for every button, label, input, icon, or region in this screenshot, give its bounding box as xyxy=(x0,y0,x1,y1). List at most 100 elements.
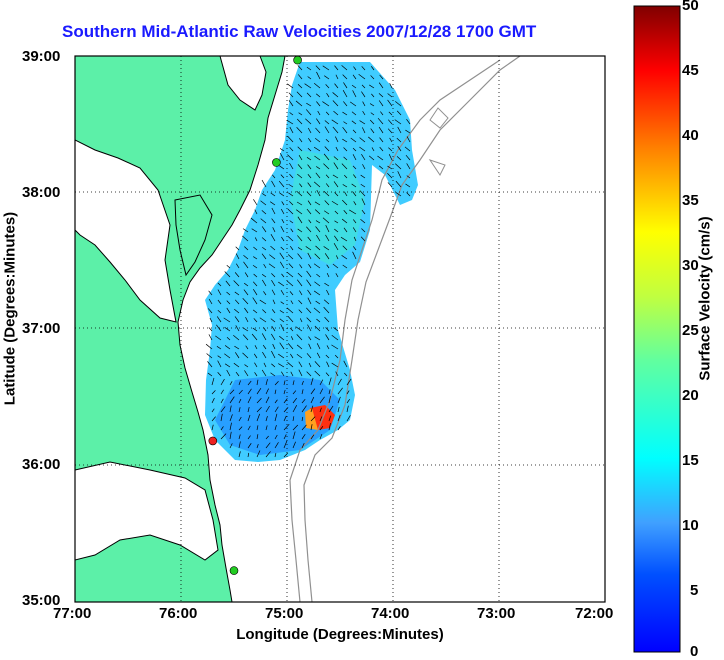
velocity-vector xyxy=(286,120,294,125)
velocity-vector xyxy=(377,155,384,161)
velocity-vector xyxy=(308,263,312,269)
velocity-vector xyxy=(211,408,215,413)
velocity-vector xyxy=(289,173,294,179)
velocity-vector xyxy=(404,146,411,152)
velocity-vector xyxy=(279,342,285,350)
velocity-vector xyxy=(268,263,276,269)
velocity-vector xyxy=(252,264,258,269)
velocity-vector xyxy=(315,127,321,134)
velocity-vector xyxy=(306,317,312,323)
velocity-vector xyxy=(307,127,312,134)
velocity-vector xyxy=(238,434,241,440)
velocity-vector xyxy=(271,218,276,224)
velocity-vector xyxy=(290,353,294,359)
velocity-vector xyxy=(332,92,339,98)
velocity-vector xyxy=(353,201,357,206)
velocity-vector xyxy=(217,310,222,314)
velocity-vector xyxy=(243,261,249,269)
velocity-vector xyxy=(242,334,249,341)
velocity-vector xyxy=(274,381,279,386)
velocity-vector xyxy=(333,110,339,116)
velocity-vector xyxy=(301,380,304,386)
velocity-vector xyxy=(297,228,303,233)
velocity-vector xyxy=(259,299,267,305)
velocity-vector xyxy=(278,353,285,359)
velocity-vector xyxy=(271,207,276,215)
velocity-vector xyxy=(229,396,235,404)
velocity-vector xyxy=(297,84,303,89)
velocity-vector xyxy=(343,101,348,107)
velocity-vector xyxy=(245,317,249,323)
velocity-vector xyxy=(344,191,348,197)
velocity-vector xyxy=(305,109,312,116)
velocity-vector xyxy=(253,318,258,323)
velocity-vector xyxy=(389,83,393,89)
x-tick-label: 72:00 xyxy=(575,605,614,622)
velocity-vector xyxy=(244,307,249,314)
velocity-vector xyxy=(235,263,240,269)
velocity-vector xyxy=(337,414,341,422)
velocity-vector xyxy=(333,327,339,332)
velocity-vector xyxy=(316,189,321,197)
velocity-vector xyxy=(256,413,261,422)
velocity-vector xyxy=(308,343,312,350)
velocity-vector xyxy=(235,352,240,359)
velocity-vector xyxy=(206,353,213,359)
velocity-vector xyxy=(208,290,213,296)
velocity-vector xyxy=(370,75,375,80)
velocity-vector xyxy=(211,416,216,422)
velocity-vector xyxy=(306,102,312,107)
velocity-vector xyxy=(349,101,357,107)
velocity-vector xyxy=(271,273,276,278)
velocity-vector xyxy=(324,282,330,287)
velocity-vector xyxy=(323,299,330,305)
velocity-vector xyxy=(334,235,339,242)
velocity-vector xyxy=(244,272,249,278)
velocity-vector xyxy=(310,377,314,386)
velocity-vector xyxy=(265,405,270,413)
velocity-vector xyxy=(287,254,294,260)
velocity-vector xyxy=(297,74,303,80)
velocity-vector xyxy=(265,415,268,422)
velocity-vector xyxy=(256,398,262,404)
y-tick-label: 37:00 xyxy=(22,320,61,337)
velocity-vector xyxy=(315,65,321,71)
velocity-vector xyxy=(353,236,357,242)
velocity-vector xyxy=(235,325,240,332)
velocity-vector xyxy=(314,253,321,260)
velocity-vector xyxy=(325,334,330,341)
velocity-vector xyxy=(388,154,393,161)
velocity-vector xyxy=(287,316,294,323)
velocity-vector xyxy=(328,377,332,386)
velocity-vector xyxy=(301,405,307,413)
velocity-vector xyxy=(263,263,267,269)
velocity-vector xyxy=(301,416,304,422)
velocity-vector xyxy=(343,210,348,215)
velocity-vector xyxy=(387,99,393,107)
velocity-hotspot-edge xyxy=(305,408,318,430)
velocity-vector xyxy=(217,289,222,296)
velocity-vector xyxy=(343,82,348,89)
velocity-vector xyxy=(253,256,258,260)
velocity-vector xyxy=(289,327,294,332)
velocity-vector xyxy=(388,119,393,125)
velocity-vector xyxy=(361,228,366,233)
site-middle-marker xyxy=(272,158,281,167)
velocity-vector xyxy=(331,119,339,125)
velocity-vector xyxy=(289,245,294,251)
velocity-vector xyxy=(350,137,357,143)
velocity-vector xyxy=(335,74,339,80)
velocity-vector xyxy=(287,154,294,161)
velocity-vector xyxy=(265,435,269,440)
velocity-vector xyxy=(224,353,231,359)
velocity-vector xyxy=(379,137,384,143)
velocity-vector xyxy=(307,324,312,332)
velocity-vector xyxy=(328,389,331,395)
velocity-vector xyxy=(352,251,357,260)
velocity-vector xyxy=(310,424,313,431)
velocity-vector xyxy=(362,164,366,170)
velocity-vector xyxy=(346,378,352,386)
velocity-vector xyxy=(361,91,366,98)
velocity-vector xyxy=(319,416,323,422)
velocity-vector xyxy=(279,148,285,152)
